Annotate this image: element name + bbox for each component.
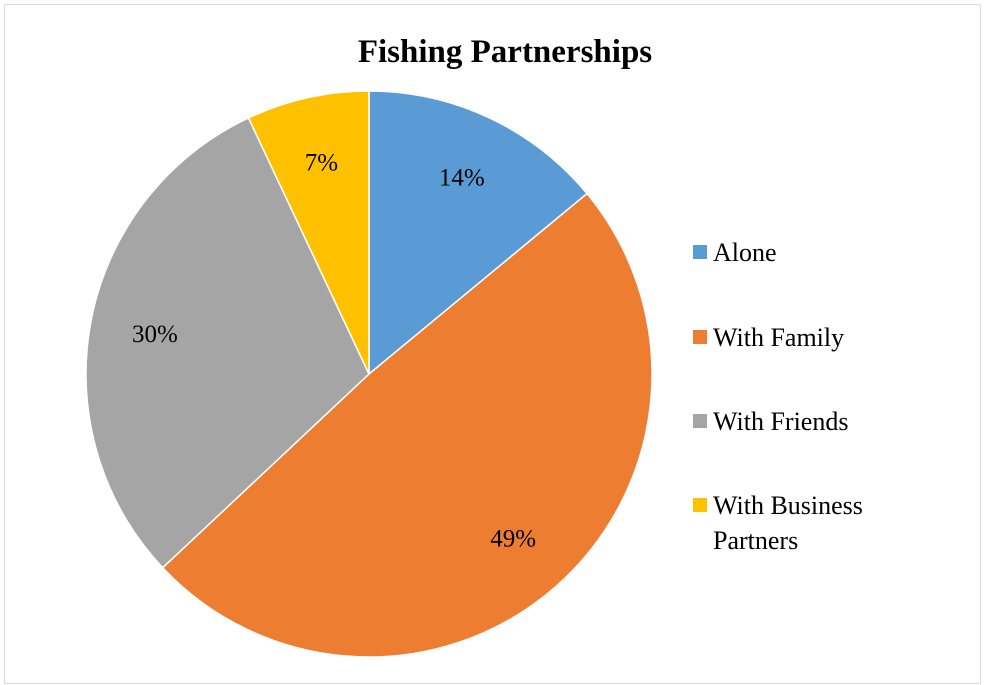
data-label-with-family: 49% [490, 526, 536, 553]
pie-data-labels: 14% 49% 30% 7% [132, 149, 536, 552]
chart-title: Fishing Partnerships [358, 34, 652, 70]
legend-swatch-alone [693, 245, 707, 259]
data-label-alone: 14% [439, 165, 485, 192]
pie-slice-with-business-partners [247, 90, 370, 375]
legend-label-with-family: With Family [713, 323, 844, 352]
data-label-with-friends: 30% [132, 321, 178, 348]
pie-slice-alone [368, 90, 589, 376]
data-label-with-business-partners: 7% [305, 149, 338, 176]
pie-slice-with-family [161, 192, 653, 658]
legend-label-alone: Alone [713, 238, 777, 267]
legend-label-with-friends: With Friends [713, 407, 848, 436]
legend-swatch-with-friends [693, 414, 707, 428]
legend-label-with-business-partners-line-1: With Business [713, 491, 863, 520]
legend-swatch-with-business-partners [693, 498, 707, 512]
pie-slice-with-friends [85, 116, 370, 569]
legend-label-with-business-partners-line-2: Partners [713, 526, 798, 555]
pie-slices [85, 90, 653, 658]
legend: Alone With Family With Friends With Busines… [693, 238, 863, 555]
legend-swatch-with-family [693, 330, 707, 344]
